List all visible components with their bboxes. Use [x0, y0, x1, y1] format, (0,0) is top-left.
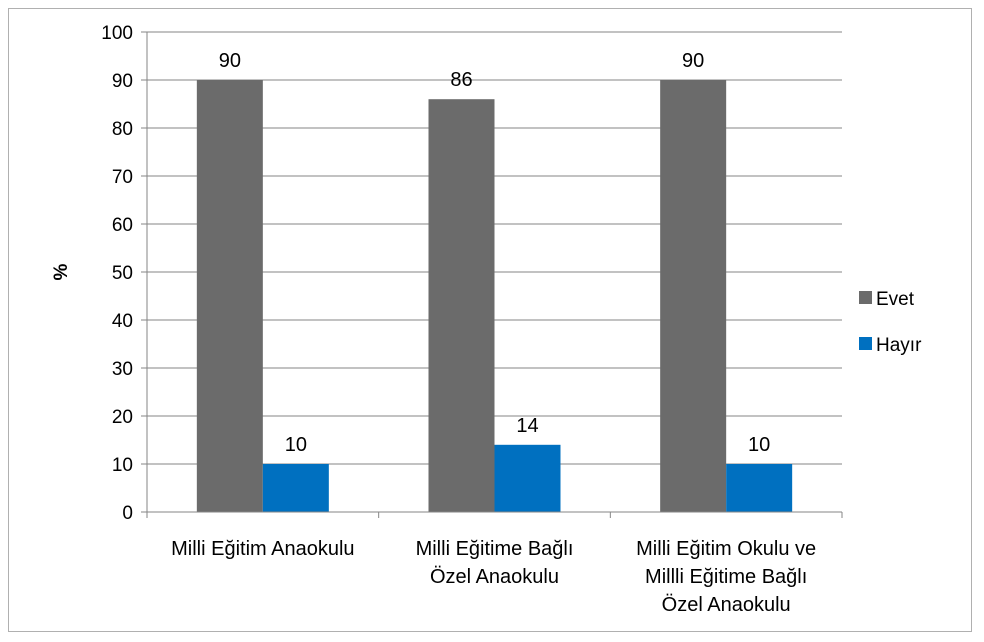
y-tick-label: 10 [112, 455, 133, 476]
x-category-label: Özel Anaokulu [662, 594, 791, 616]
y-tick-label: 100 [101, 23, 133, 44]
x-category-label: Milli Eğitim Okulu ve [636, 538, 816, 560]
legend-swatch-hayır [859, 337, 872, 350]
data-label: 86 [450, 69, 472, 91]
x-category-label: Milli Eğitim Anaokulu [171, 538, 354, 560]
data-label: 14 [516, 415, 538, 437]
x-category-label: Millli Eğitime Bağlı [645, 566, 807, 588]
y-axis-title: % [51, 263, 72, 280]
y-tick-label: 80 [112, 119, 133, 140]
y-tick-label: 50 [112, 263, 133, 284]
bar-evet [660, 80, 727, 512]
data-label: 10 [285, 434, 307, 456]
data-label: 10 [748, 434, 770, 456]
legend-label: Evet [876, 289, 915, 310]
y-tick-label: 30 [112, 359, 133, 380]
y-tick-label: 0 [122, 503, 133, 524]
y-tick-label: 40 [112, 311, 133, 332]
bar-hayır [262, 464, 329, 512]
bar-hayır [494, 444, 561, 512]
y-tick-label: 70 [112, 167, 133, 188]
bar-evet [428, 99, 495, 512]
x-category-label: Özel Anaokulu [430, 566, 559, 588]
y-tick-label: 90 [112, 71, 133, 92]
data-label: 90 [219, 50, 241, 72]
legend-swatch-evet [859, 291, 872, 304]
x-category-label: Milli Eğitime Bağlı [416, 538, 574, 560]
y-tick-label: 20 [112, 407, 133, 428]
bar-hayır [726, 464, 793, 512]
legend-label: Hayır [876, 335, 922, 356]
y-tick-label: 60 [112, 215, 133, 236]
bar-evet [196, 80, 263, 512]
data-label: 90 [682, 50, 704, 72]
